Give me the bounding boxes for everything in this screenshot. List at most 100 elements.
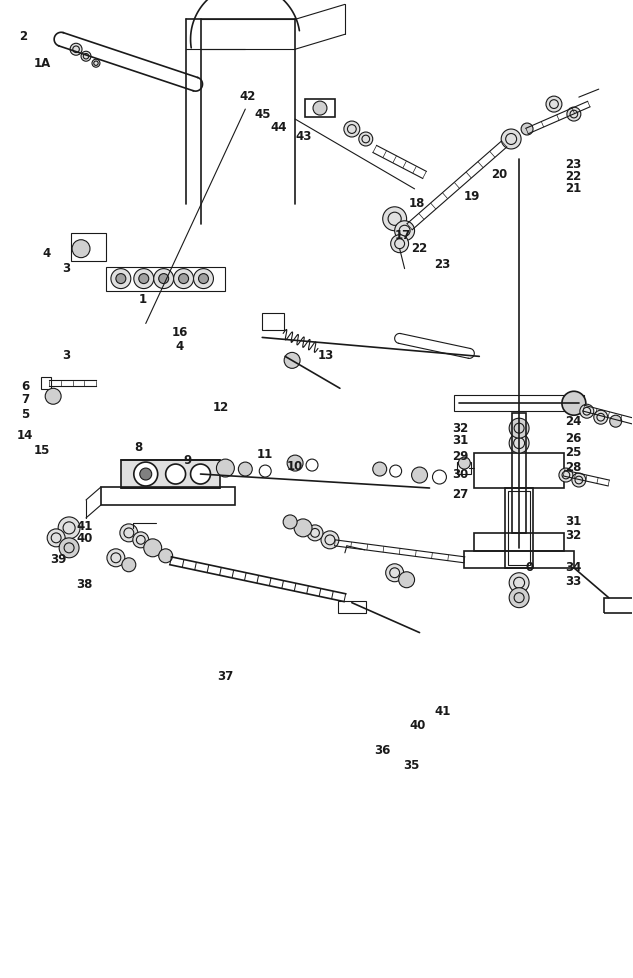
Text: 45: 45 [254, 108, 271, 121]
Circle shape [159, 275, 168, 285]
Circle shape [321, 531, 339, 550]
Circle shape [391, 236, 408, 253]
Circle shape [373, 463, 387, 476]
Bar [305, 100, 335, 118]
Text: 20: 20 [491, 167, 508, 181]
Bar [454, 396, 584, 412]
Circle shape [58, 517, 80, 539]
Text: 32: 32 [452, 422, 468, 435]
Circle shape [81, 52, 91, 63]
Text: 24: 24 [565, 415, 582, 427]
Text: 5: 5 [22, 408, 30, 421]
Text: 12: 12 [213, 401, 229, 414]
Text: 10: 10 [286, 459, 303, 472]
Text: 6: 6 [22, 380, 30, 393]
Text: 30: 30 [452, 467, 468, 481]
Circle shape [610, 416, 622, 427]
Circle shape [344, 122, 360, 138]
Text: 1A: 1A [34, 58, 51, 70]
Circle shape [399, 572, 415, 588]
Circle shape [173, 269, 194, 289]
Circle shape [383, 207, 406, 232]
Text: 1: 1 [139, 292, 147, 305]
Circle shape [594, 411, 608, 424]
Circle shape [411, 467, 427, 483]
Text: 41: 41 [77, 519, 93, 533]
Text: 0: 0 [525, 560, 534, 573]
Circle shape [509, 573, 529, 593]
Circle shape [144, 539, 161, 557]
Circle shape [166, 465, 185, 484]
Text: 23: 23 [434, 258, 451, 271]
Circle shape [199, 275, 208, 285]
Circle shape [179, 275, 189, 285]
Circle shape [107, 550, 125, 567]
Text: 29: 29 [452, 449, 468, 463]
Text: 21: 21 [565, 182, 582, 196]
Text: 19: 19 [463, 190, 480, 202]
Text: 8: 8 [135, 440, 143, 454]
Circle shape [111, 269, 131, 289]
Text: 15: 15 [34, 443, 51, 457]
Circle shape [385, 564, 404, 582]
Bar [474, 533, 564, 552]
Text: 16: 16 [172, 326, 188, 338]
Text: 40: 40 [77, 531, 93, 544]
Text: 39: 39 [50, 553, 66, 565]
Bar [604, 599, 633, 613]
Text: 27: 27 [452, 487, 468, 501]
Bar [474, 454, 564, 488]
Circle shape [122, 558, 136, 572]
Text: 31: 31 [565, 514, 582, 528]
Circle shape [294, 519, 312, 537]
Text: 11: 11 [257, 447, 273, 461]
Circle shape [159, 550, 173, 563]
Text: 4: 4 [42, 246, 51, 259]
Bar [458, 463, 472, 474]
Circle shape [154, 269, 173, 289]
Bar [505, 488, 533, 568]
Text: 17: 17 [395, 229, 411, 242]
Circle shape [139, 275, 149, 285]
Bar [338, 601, 366, 613]
Text: 37: 37 [217, 670, 233, 683]
Circle shape [116, 275, 126, 285]
Circle shape [562, 392, 586, 416]
Circle shape [509, 433, 529, 454]
Text: 33: 33 [565, 574, 582, 587]
Circle shape [92, 61, 100, 68]
Bar [512, 414, 526, 533]
Bar [106, 267, 225, 291]
Bar [71, 234, 106, 261]
Circle shape [509, 419, 529, 439]
Text: 14: 14 [17, 429, 34, 442]
Text: 22: 22 [411, 242, 427, 254]
Text: 36: 36 [374, 743, 390, 756]
Text: 7: 7 [22, 393, 29, 406]
Text: 35: 35 [403, 759, 419, 772]
Text: 13: 13 [318, 349, 334, 362]
Bar [121, 461, 220, 488]
Circle shape [458, 458, 470, 469]
Circle shape [260, 466, 271, 477]
Circle shape [133, 532, 149, 549]
Circle shape [546, 97, 562, 112]
Text: 9: 9 [183, 453, 191, 467]
Circle shape [120, 524, 138, 542]
Circle shape [580, 405, 594, 419]
Circle shape [194, 269, 213, 289]
Circle shape [306, 460, 318, 471]
Text: 42: 42 [239, 90, 255, 103]
Circle shape [567, 108, 581, 122]
Circle shape [45, 389, 61, 405]
Text: 25: 25 [565, 445, 582, 459]
Circle shape [313, 102, 327, 116]
Text: 2: 2 [20, 30, 27, 43]
Bar [41, 378, 51, 390]
Text: 18: 18 [409, 197, 425, 209]
Circle shape [283, 515, 297, 529]
Circle shape [509, 588, 529, 608]
Text: 28: 28 [565, 460, 582, 473]
Text: 44: 44 [270, 120, 287, 134]
Circle shape [191, 465, 210, 484]
